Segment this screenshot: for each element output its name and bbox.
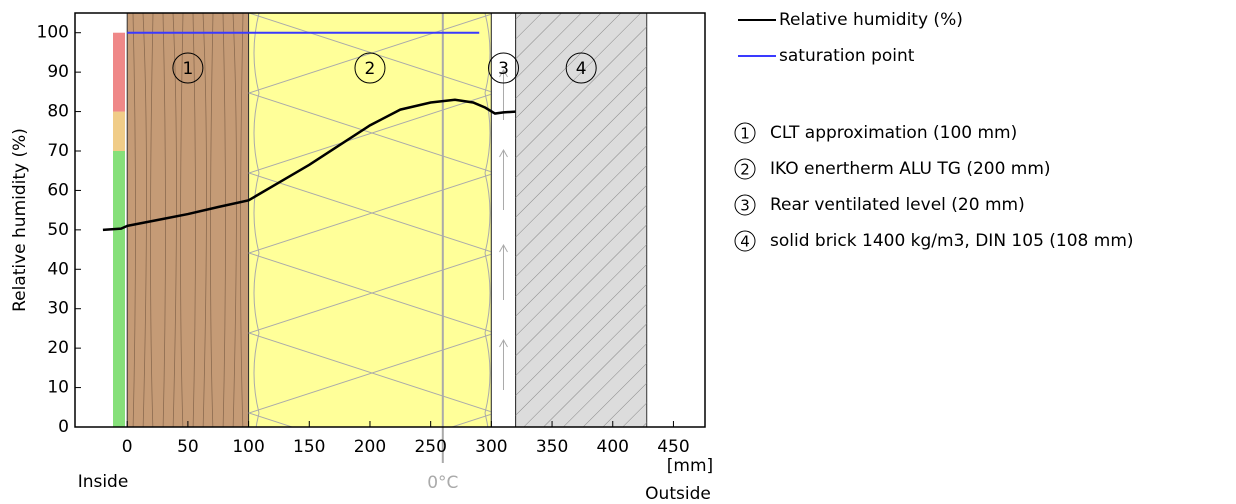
legend-layer-name: IKO enertherm ALU TG (200 mm) [770,159,1051,179]
outside-label: Outside [645,484,711,504]
legend-label: saturation point [779,46,915,66]
legend-label: Relative humidity (%) [779,10,963,30]
y-tick-label: 80 [47,102,69,122]
y-tick-label: 0 [58,417,69,437]
legend-layer-name: solid brick 1400 kg/m3, DIN 105 (108 mm) [770,231,1134,251]
layer-number: 1 [182,59,193,79]
legend-number: 1 [740,125,750,143]
y-tick-label: 10 [47,378,69,398]
layer-number: 4 [576,59,587,79]
y-tick-label: 100 [37,23,69,43]
legend-number: 3 [740,197,750,215]
chart: Relative humidity (%) Inside [mm] Outsid… [0,0,1236,504]
layer-number: 2 [365,59,376,79]
legend-number: 4 [740,233,750,251]
y-axis-label: Relative humidity (%) [10,128,30,312]
y-tick-label: 90 [47,62,69,82]
x-tick-label: 200 [354,437,386,457]
x-tick-label: 450 [657,437,689,457]
x-tick-label: 400 [597,437,629,457]
y-tick-label: 30 [47,299,69,319]
x-unit: [mm] [667,456,713,476]
legend-layer-name: CLT approximation (100 mm) [770,123,1017,143]
y-tick-label: 70 [47,141,69,161]
x-tick-label: 300 [475,437,507,457]
comfort-zone [113,33,125,112]
x-tick-label: 350 [536,437,568,457]
x-tick-label: 250 [414,437,446,457]
layer-number: 3 [498,59,509,79]
comfort-zone [113,112,125,151]
legend-layer-name: Rear ventilated level (20 mm) [770,195,1025,215]
freezing-label: 0°C [427,473,458,493]
x-tick-label: 100 [232,437,264,457]
y-tick-label: 20 [47,338,69,358]
legend-number: 2 [740,161,750,179]
y-tick-label: 50 [47,220,69,240]
x-tick-label: 0 [122,437,133,457]
x-tick-label: 150 [293,437,325,457]
y-tick-label: 40 [47,259,69,279]
x-tick-label: 50 [177,437,199,457]
inside-label: Inside [78,472,129,492]
y-tick-label: 60 [47,180,69,200]
comfort-zone [113,151,125,427]
